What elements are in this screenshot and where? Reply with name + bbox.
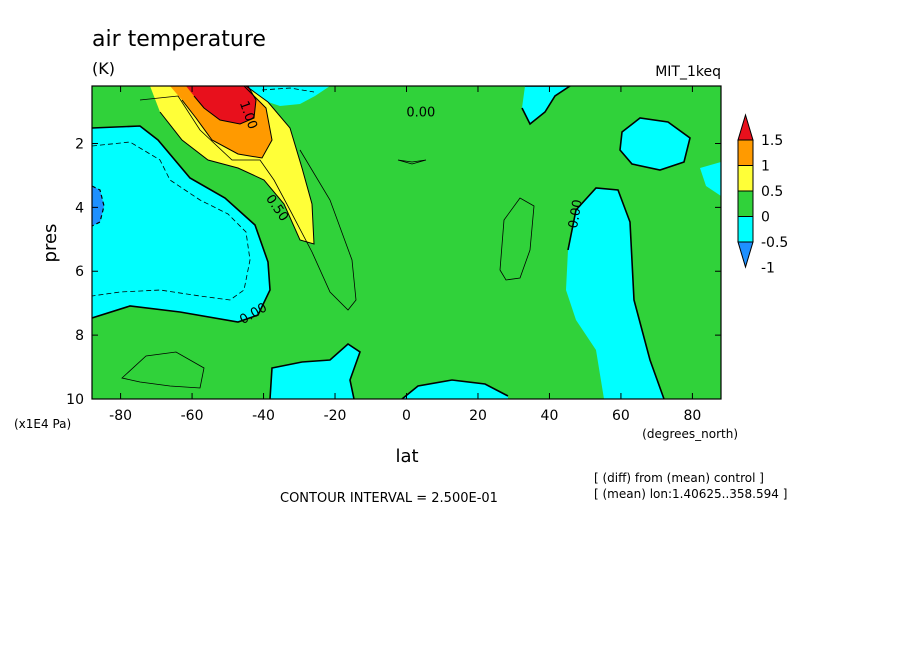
red-region bbox=[186, 86, 256, 124]
plot-area bbox=[92, 86, 721, 399]
y-axis-ticks: 2 4 6 8 10 bbox=[66, 136, 721, 408]
y-tick-label: 4 bbox=[75, 200, 84, 216]
colorbar-segment bbox=[737, 165, 754, 192]
cyan-region-top-right bbox=[522, 86, 570, 124]
colorbar-label: -1 bbox=[761, 261, 775, 277]
colorbar: 1.5 1 0.5 0 -0.5 -1 bbox=[737, 113, 788, 277]
colorbar-segment bbox=[737, 216, 754, 243]
cyan-region-right-edge bbox=[700, 162, 721, 196]
mean-note: [ (mean) lon:1.40625..358.594 ] bbox=[594, 487, 787, 501]
y-axis-label: pres bbox=[40, 224, 61, 263]
y-tick-label: 8 bbox=[75, 328, 84, 344]
contour-interval: CONTOUR INTERVAL = 2.500E-01 bbox=[280, 491, 498, 506]
colorbar-bottom-arrow bbox=[737, 241, 754, 269]
x-tick-label: 0 bbox=[402, 408, 411, 424]
cyan-region-right-tropics bbox=[566, 188, 664, 399]
x-axis-units: (degrees_north) bbox=[642, 427, 738, 441]
chart-title: air temperature bbox=[92, 27, 266, 52]
x-tick-label: 20 bbox=[469, 408, 487, 424]
contour-label-text: 0.00 bbox=[406, 106, 435, 121]
x-tick-label: -20 bbox=[324, 408, 347, 424]
colorbar-label: 0 bbox=[761, 210, 770, 226]
y-tick-label: 10 bbox=[66, 392, 84, 408]
colorbar-label: 0.5 bbox=[761, 184, 783, 200]
y-axis-units: (x1E4 Pa) bbox=[14, 417, 71, 431]
x-tick-label: 80 bbox=[683, 408, 701, 424]
colorbar-segment bbox=[737, 139, 754, 166]
x-tick-label: 60 bbox=[612, 408, 630, 424]
diff-note: [ (diff) from (mean) control ] bbox=[594, 471, 764, 485]
x-axis-label: lat bbox=[395, 446, 418, 467]
colorbar-label: 1 bbox=[761, 159, 770, 175]
cyan-region-right-small bbox=[620, 118, 690, 170]
x-tick-label: -80 bbox=[109, 408, 132, 424]
x-tick-label: -60 bbox=[181, 408, 204, 424]
contour-label: 0.00 bbox=[566, 198, 586, 229]
contour-label: 0.00 bbox=[406, 106, 435, 121]
contour-label-text: 0.00 bbox=[566, 198, 586, 229]
colorbar-segment bbox=[737, 190, 754, 217]
chart-units: (K) bbox=[92, 59, 115, 78]
colorbar-label: -0.5 bbox=[761, 235, 788, 251]
colorbar-label: 1.5 bbox=[761, 133, 783, 149]
yellow-region bbox=[150, 86, 314, 244]
y-tick-label: 2 bbox=[75, 136, 84, 152]
colorbar-top-arrow bbox=[737, 113, 754, 141]
cyan-region-bottom-left bbox=[270, 344, 360, 399]
model-label: MIT_1keq bbox=[655, 64, 721, 80]
x-tick-label: 40 bbox=[541, 408, 559, 424]
x-tick-label: -40 bbox=[252, 408, 275, 424]
cyan-region-southern-midlat bbox=[92, 126, 270, 322]
contour-lines bbox=[92, 86, 691, 399]
y-tick-label: 6 bbox=[75, 264, 84, 280]
x-axis-ticks: -80 -60 -40 -20 0 20 40 60 80 bbox=[109, 86, 701, 424]
